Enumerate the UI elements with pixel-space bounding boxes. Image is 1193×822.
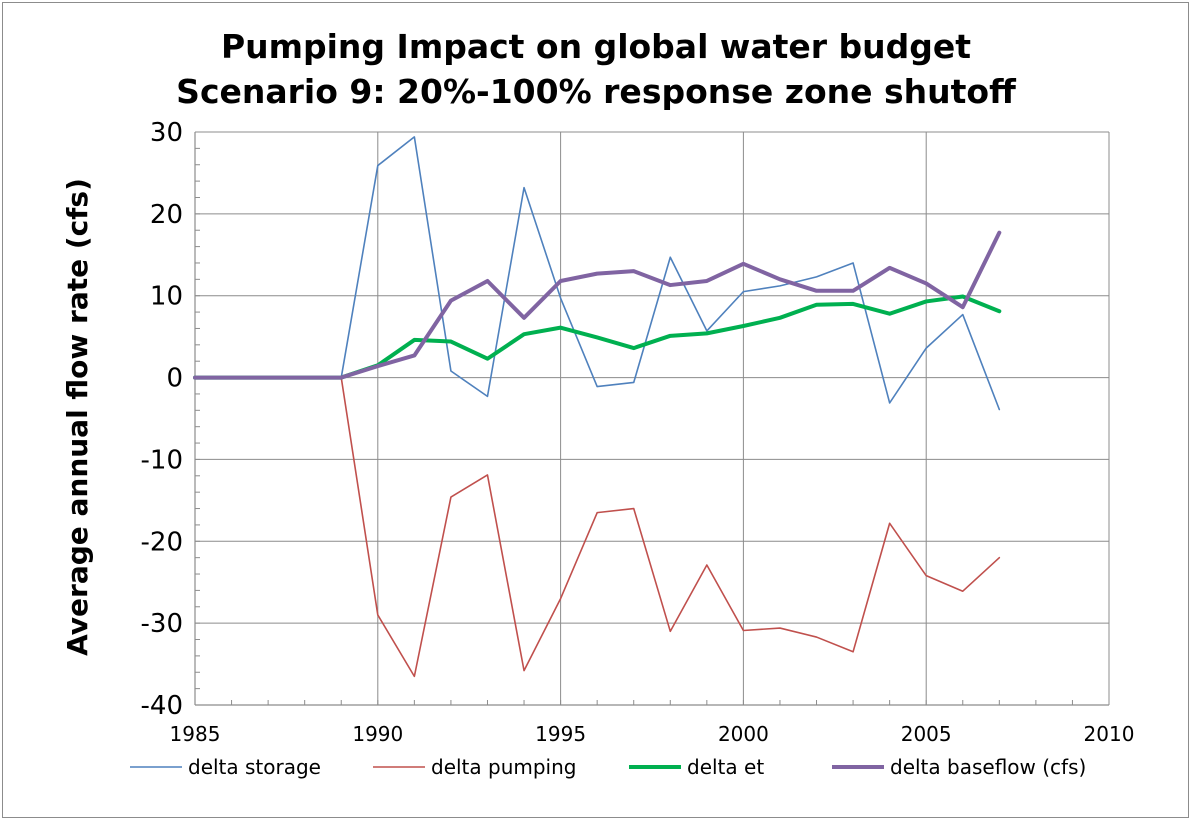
x-tick-label: 2010 <box>1084 722 1135 746</box>
series-lines <box>193 136 1002 678</box>
y-tick-label: 10 <box>150 282 183 312</box>
series-line-delta-et <box>193 294 1002 380</box>
legend-label-delta-pumping: delta pumping <box>431 755 577 779</box>
series-line-delta-baseflow-cfs <box>193 230 1002 380</box>
y-tick-label: 0 <box>166 364 183 394</box>
legend-label-delta-storage: delta storage <box>188 755 321 779</box>
chart-title: Pumping Impact on global water budget <box>221 27 971 66</box>
legend: delta storage delta pumping delta et delta … <box>130 755 1086 779</box>
y-tick-label: 20 <box>150 200 183 230</box>
y-tick-label: -10 <box>141 445 183 475</box>
x-tick-label: 1990 <box>352 722 403 746</box>
series-line-delta-pumping <box>194 376 1001 678</box>
y-tick-label: -30 <box>141 609 183 639</box>
x-tick-label: 1985 <box>170 722 221 746</box>
chart-subtitle: Scenario 9: 20%-100% response zone shuto… <box>176 72 1017 111</box>
x-tick-label: 1995 <box>535 722 586 746</box>
x-tick-label: 2000 <box>718 722 769 746</box>
y-tick-label: -20 <box>141 527 183 557</box>
y-tick-label: -40 <box>141 691 183 721</box>
legend-label-delta-baseflow-cfs: delta baseflow (cfs) <box>890 755 1086 779</box>
line-chart: Pumping Impact on global water budget Sc… <box>61 27 1135 779</box>
y-axis-label: Average annual flow rate (cfs) <box>61 178 94 656</box>
legend-label-delta-et: delta et <box>687 755 764 779</box>
gridlines <box>194 131 1110 706</box>
x-tick-label: 2005 <box>901 722 952 746</box>
y-tick-label: 30 <box>150 118 183 148</box>
